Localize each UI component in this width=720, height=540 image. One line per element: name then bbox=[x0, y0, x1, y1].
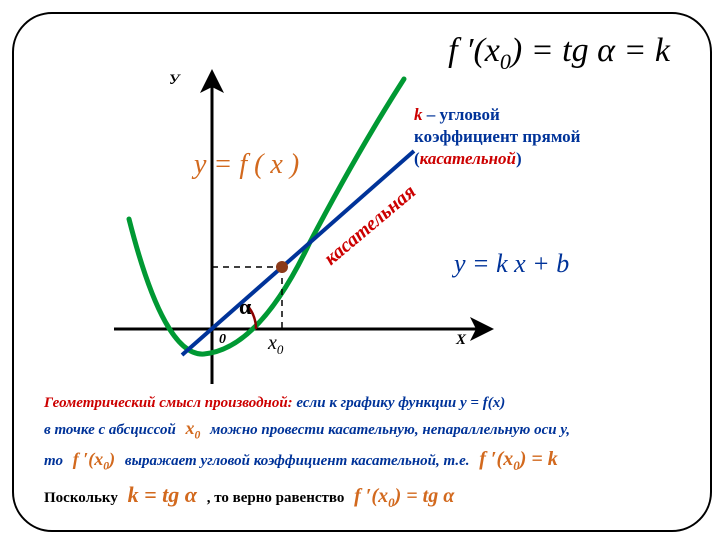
p1d: то bbox=[44, 453, 67, 469]
k-eq-inline: k = tg α bbox=[122, 482, 203, 507]
x0-inline: x0 bbox=[180, 418, 207, 438]
p1a: если к графику функции y = f(x) bbox=[293, 395, 506, 411]
paren-close: ) bbox=[516, 149, 522, 168]
k-line1: – угловой bbox=[423, 105, 500, 124]
expl-line3: то f ′(x0) выражает угловой коэффициент … bbox=[44, 444, 704, 476]
k-line2: коэффициент прямой bbox=[414, 127, 580, 146]
expl-line2: в точке с абсциссой x0 можно провести ка… bbox=[44, 415, 704, 444]
tangent-equation: y = k x + b bbox=[454, 249, 569, 279]
x0-label: x0 bbox=[268, 332, 283, 358]
paren-word: касательной bbox=[420, 149, 516, 168]
k-symbol: k bbox=[414, 105, 423, 124]
explanation-text: Геометрический смысл производной: если к… bbox=[44, 392, 704, 512]
main-formula: f ′(x0) = tg α = k bbox=[448, 32, 670, 75]
y-axis-label: У bbox=[169, 72, 179, 89]
rhs1-inline: f ′(x0) = k bbox=[473, 448, 564, 470]
heading: Геометрический смысл производной: bbox=[44, 395, 293, 411]
fprime-inline: f ′(x0) bbox=[67, 449, 121, 469]
expl-line1: Геометрический смысл производной: если к… bbox=[44, 392, 704, 415]
origin-label: 0 bbox=[219, 332, 226, 348]
p1b: в точке с абсциссой bbox=[44, 422, 180, 438]
x-axis-label: Х bbox=[456, 332, 466, 349]
k-coefficient-text: k – угловой коэффициент прямой (касатель… bbox=[414, 104, 694, 170]
rhs2-inline: f ′(x0) = tg α bbox=[348, 485, 460, 507]
alpha-symbol: α bbox=[239, 294, 251, 320]
p2a: Поскольку bbox=[44, 490, 122, 506]
p1c: можно провести касательную, непараллельн… bbox=[210, 422, 570, 438]
expl-line4: Поскольку k = tg α , то верно равенство … bbox=[44, 478, 704, 513]
formula-text: f ′(x0) = tg α = k bbox=[448, 32, 670, 69]
curve-equation-label: y = f ( x ) bbox=[194, 149, 299, 181]
p2b: , то верно равенство bbox=[207, 490, 348, 506]
p1e: выражает угловой коэффициент касательной… bbox=[125, 453, 470, 469]
slide-frame: f ′(x0) = tg α = k k – угловой коэффицие… bbox=[12, 12, 712, 532]
